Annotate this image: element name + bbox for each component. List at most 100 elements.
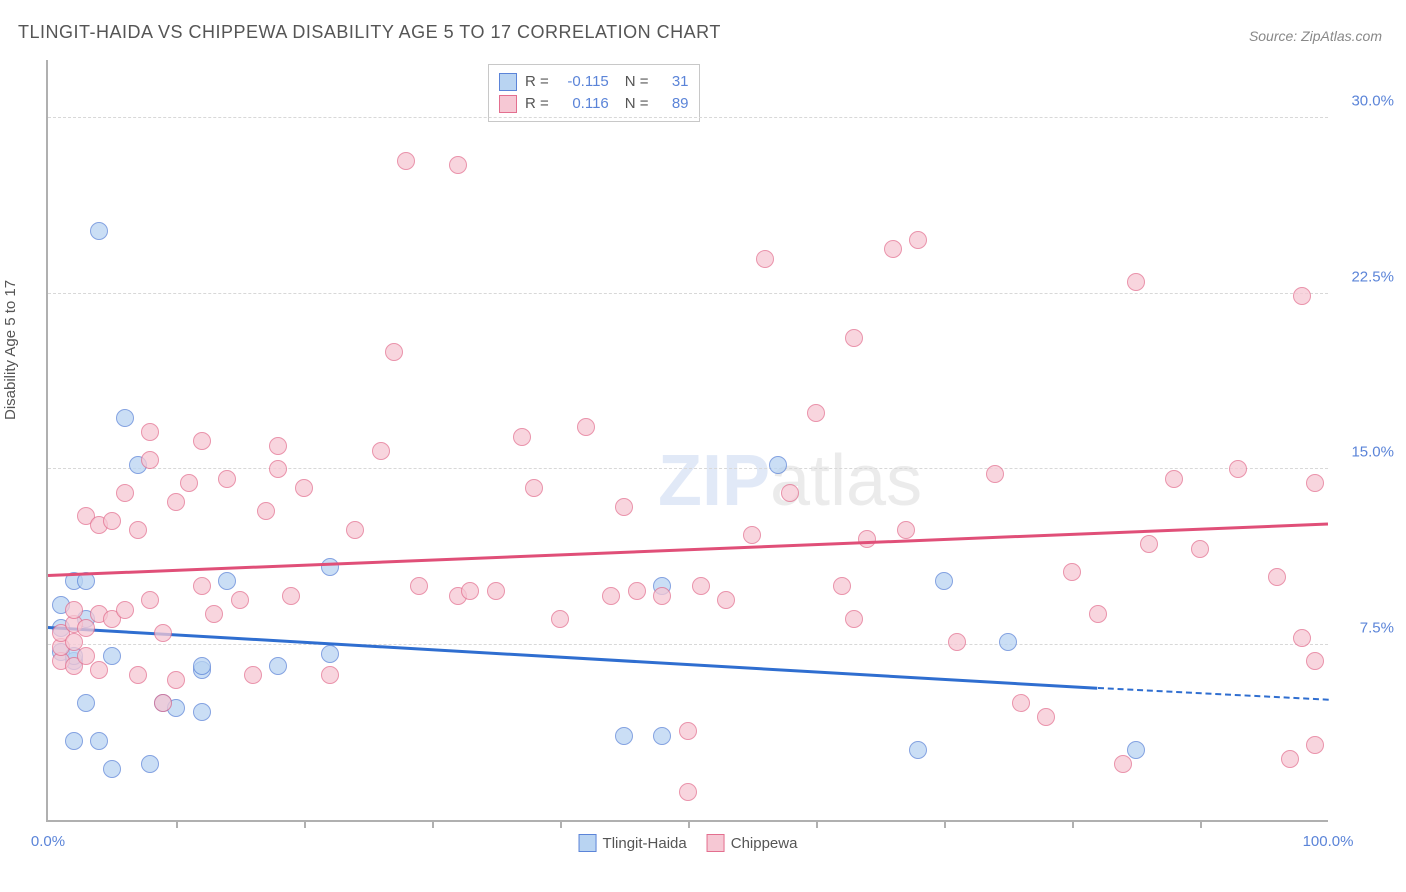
n-value: 31 xyxy=(657,71,689,93)
data-point xyxy=(1306,736,1324,754)
data-point xyxy=(986,465,1004,483)
data-point xyxy=(858,530,876,548)
data-point xyxy=(154,624,172,642)
r-value: 0.116 xyxy=(557,93,609,115)
data-point xyxy=(321,666,339,684)
data-point xyxy=(295,479,313,497)
data-point xyxy=(1127,741,1145,759)
data-point xyxy=(180,474,198,492)
x-tick xyxy=(176,820,178,828)
data-point xyxy=(487,582,505,600)
data-point xyxy=(129,521,147,539)
x-tick-label: 0.0% xyxy=(31,833,65,850)
gridline xyxy=(48,644,1328,645)
data-point xyxy=(577,418,595,436)
data-point xyxy=(1229,460,1247,478)
data-point xyxy=(679,783,697,801)
data-point xyxy=(1268,568,1286,586)
x-tick xyxy=(688,820,690,828)
data-point xyxy=(218,572,236,590)
data-point xyxy=(77,619,95,637)
data-point xyxy=(244,666,262,684)
r-label: R = xyxy=(525,93,549,115)
legend-swatch xyxy=(499,73,517,91)
gridline xyxy=(48,468,1328,469)
data-point xyxy=(103,512,121,530)
data-point xyxy=(141,451,159,469)
data-point xyxy=(909,741,927,759)
data-point xyxy=(717,591,735,609)
x-tick xyxy=(816,820,818,828)
data-point xyxy=(756,250,774,268)
data-point xyxy=(1037,708,1055,726)
watermark: ZIPatlas xyxy=(658,440,922,522)
data-point xyxy=(845,329,863,347)
chart-title: TLINGIT-HAIDA VS CHIPPEWA DISABILITY AGE… xyxy=(18,22,721,43)
data-point xyxy=(141,423,159,441)
data-point xyxy=(884,240,902,258)
x-tick xyxy=(944,820,946,828)
data-point xyxy=(116,601,134,619)
gridline xyxy=(48,293,1328,294)
trend-line-extrapolated xyxy=(1098,687,1328,701)
data-point xyxy=(372,442,390,460)
data-point xyxy=(1114,755,1132,773)
data-point xyxy=(141,591,159,609)
data-point xyxy=(205,605,223,623)
series-legend: Tlingit-HaidaChippewa xyxy=(579,834,798,852)
data-point xyxy=(551,610,569,628)
data-point xyxy=(1293,629,1311,647)
data-point xyxy=(193,432,211,450)
data-point xyxy=(116,484,134,502)
data-point xyxy=(1012,694,1030,712)
data-point xyxy=(193,703,211,721)
data-point xyxy=(65,732,83,750)
data-point xyxy=(90,732,108,750)
data-point xyxy=(410,577,428,595)
data-point xyxy=(269,437,287,455)
correlation-row: R =-0.115N =31 xyxy=(499,71,689,93)
data-point xyxy=(1306,652,1324,670)
data-point xyxy=(1127,273,1145,291)
data-point xyxy=(1165,470,1183,488)
legend-swatch xyxy=(579,834,597,852)
data-point xyxy=(615,727,633,745)
x-tick xyxy=(1072,820,1074,828)
r-label: R = xyxy=(525,71,549,93)
data-point xyxy=(909,231,927,249)
data-point xyxy=(1089,605,1107,623)
data-point xyxy=(141,755,159,773)
legend-label: Chippewa xyxy=(731,835,798,852)
data-point xyxy=(1191,540,1209,558)
n-label: N = xyxy=(625,93,649,115)
data-point xyxy=(525,479,543,497)
data-point xyxy=(679,722,697,740)
x-tick xyxy=(1200,820,1202,828)
data-point xyxy=(1306,474,1324,492)
data-point xyxy=(257,502,275,520)
data-point xyxy=(743,526,761,544)
data-point xyxy=(154,694,172,712)
data-point xyxy=(897,521,915,539)
data-point xyxy=(513,428,531,446)
data-point xyxy=(1293,287,1311,305)
data-point xyxy=(269,460,287,478)
data-point xyxy=(653,587,671,605)
n-value: 89 xyxy=(657,93,689,115)
data-point xyxy=(282,587,300,605)
data-point xyxy=(193,657,211,675)
data-point xyxy=(116,409,134,427)
watermark-zip: ZIP xyxy=(658,441,770,521)
data-point xyxy=(833,577,851,595)
data-point xyxy=(999,633,1017,651)
data-point xyxy=(692,577,710,595)
data-point xyxy=(1140,535,1158,553)
data-point xyxy=(781,484,799,502)
y-tick-label: 30.0% xyxy=(1351,93,1394,110)
data-point xyxy=(90,661,108,679)
x-tick xyxy=(304,820,306,828)
data-point xyxy=(269,657,287,675)
data-point xyxy=(845,610,863,628)
data-point xyxy=(1281,750,1299,768)
legend-swatch xyxy=(707,834,725,852)
